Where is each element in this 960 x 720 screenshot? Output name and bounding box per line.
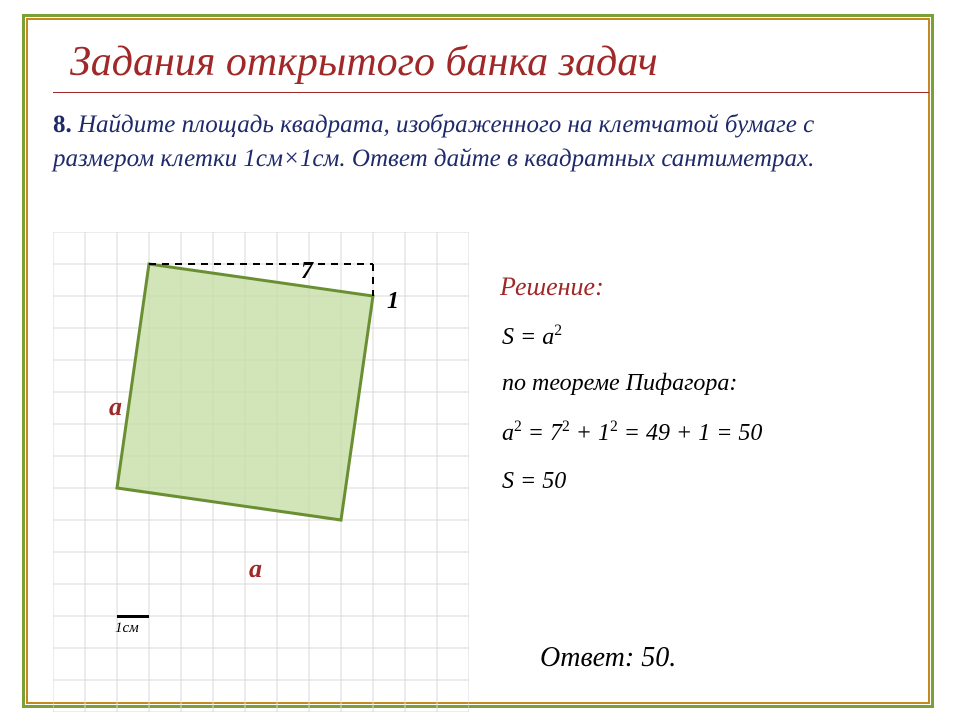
answer-text: Ответ: 50. — [540, 642, 676, 674]
dimension-label-1: 1 — [387, 288, 399, 315]
problem-text: 8. Найдите площадь квадрата, изображенно… — [53, 108, 913, 176]
unit-scale-text: 1см — [115, 620, 139, 637]
side-label-a-bottom: а — [249, 554, 262, 584]
dimension-label-7: 7 — [301, 258, 313, 285]
grid-svg — [53, 232, 469, 712]
problem-body: Найдите площадь квадрата, изображенного … — [53, 111, 814, 172]
equation-result: S = 50 — [502, 468, 566, 495]
equation-area-formula: S = a2 — [502, 322, 562, 351]
problem-number: 8. — [53, 111, 72, 138]
title-underline — [53, 92, 929, 93]
solution-label: Решение: — [500, 272, 604, 302]
unit-scale-bar — [117, 615, 149, 618]
pythagoras-label: по теореме Пифагора: — [502, 370, 737, 397]
equation-pythagoras: a2 = 72 + 12 = 49 + 1 = 50 — [502, 418, 762, 447]
grid-diagram: 7 1 а а 1см — [53, 232, 469, 712]
page-title: Задания открытого банка задач — [70, 38, 658, 86]
side-label-a-left: а — [109, 392, 122, 422]
